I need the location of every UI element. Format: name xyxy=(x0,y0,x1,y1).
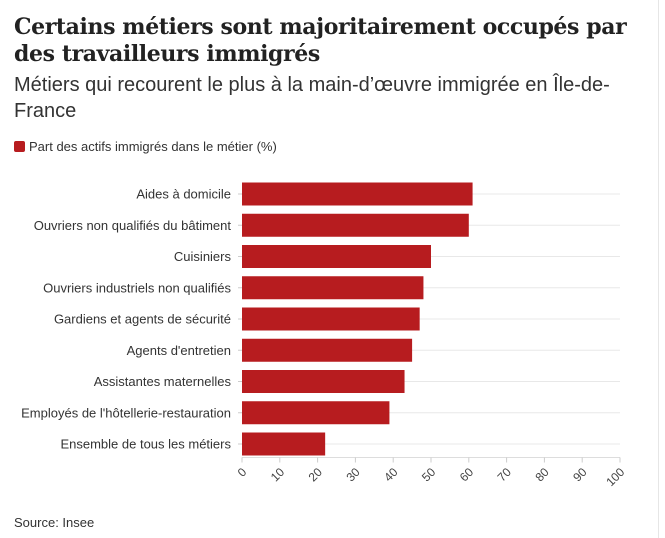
category-label: Employés de l'hôtellerie-restauration xyxy=(21,405,231,420)
frame-border xyxy=(658,0,659,538)
bar xyxy=(242,432,326,456)
legend-label: Part des actifs immigrés dans le métier … xyxy=(29,139,277,154)
x-tick-label: 40 xyxy=(381,465,401,485)
legend: Part des actifs immigrés dans le métier … xyxy=(14,139,277,154)
category-label: Ouvriers industriels non qualifiés xyxy=(43,280,231,295)
x-tick-label: 80 xyxy=(532,465,552,485)
x-tick-label: 0 xyxy=(235,465,250,480)
category-label: Cuisiniers xyxy=(174,249,232,264)
x-tick-label: 20 xyxy=(306,465,326,485)
x-tick-label: 90 xyxy=(570,465,590,485)
x-tick-label: 10 xyxy=(268,465,288,485)
category-label: Ensemble de tous les métiers xyxy=(60,437,231,452)
chart-subtitle: Métiers qui recourent le plus à la main-… xyxy=(14,74,610,122)
bar xyxy=(242,213,469,237)
category-label: Agents d'entretien xyxy=(127,343,231,358)
x-tick-label: 100 xyxy=(603,465,627,489)
category-label: Assistantes maternelles xyxy=(94,374,232,389)
x-tick-label: 50 xyxy=(419,465,439,485)
legend-swatch xyxy=(14,141,25,152)
bar xyxy=(242,245,431,268)
bar xyxy=(242,370,405,393)
category-label: Ouvriers non qualifiés du bâtiment xyxy=(34,218,232,233)
category-label: Gardiens et agents de sécurité xyxy=(54,312,231,327)
bar xyxy=(242,338,413,362)
x-tick-label: 60 xyxy=(457,465,477,485)
bar xyxy=(242,276,424,300)
bar xyxy=(242,401,390,425)
chart-title: Certains métiers sont majoritairement oc… xyxy=(14,14,627,67)
x-tick-label: 30 xyxy=(343,465,363,485)
x-tick-label: 70 xyxy=(495,465,515,485)
category-label: Aides à domicile xyxy=(136,187,231,202)
source-note: Source: Insee xyxy=(14,515,95,530)
bar xyxy=(242,182,473,206)
bar xyxy=(242,307,420,331)
